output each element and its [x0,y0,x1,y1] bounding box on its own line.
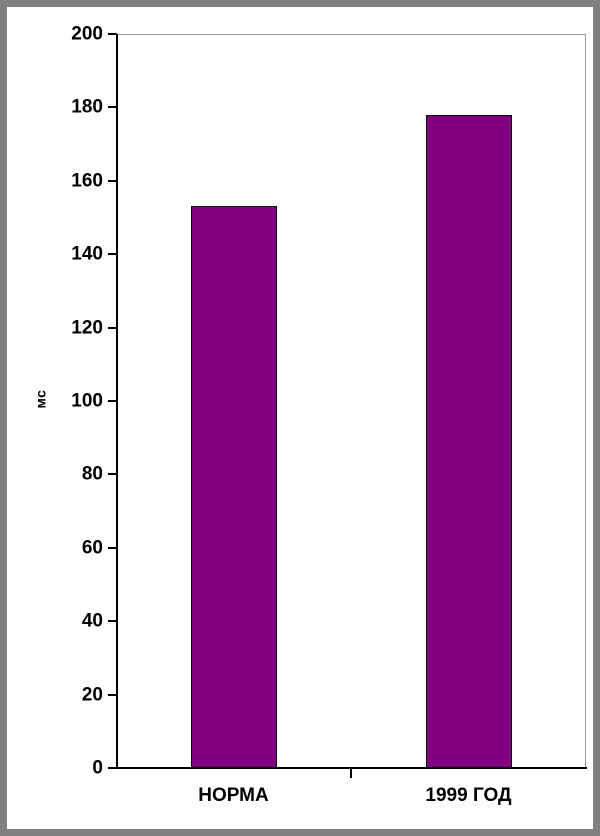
y-axis-tick [108,620,117,623]
y-axis-tick-label: 0 [92,757,103,779]
y-axis-tick [108,33,117,35]
plot-area [116,34,586,768]
y-axis-tick [108,106,117,109]
y-axis-tick-label: 80 [81,463,103,485]
y-axis-tick-label: 20 [81,684,103,706]
y-axis-tick-label: 200 [71,23,103,45]
y-axis-tick-label: 140 [71,243,103,265]
y-axis-tick-label: 180 [71,96,103,118]
x-axis-category-separator-tick [350,768,352,778]
y-axis-tick [108,179,117,182]
y-axis-title: мс [29,359,51,439]
bar [425,114,512,768]
y-axis-tick-label: 120 [71,317,103,339]
x-axis-category-label: 1999 ГОД [425,785,512,806]
y-axis-tick [108,473,117,476]
x-axis-category-label: НОРМА [198,785,269,806]
chart-canvas: 0 20 40 60 80 100 120 140 160 180 200 НОРМА 1999 ГО… [7,7,593,829]
y-axis-title-label: мс [32,389,48,409]
y-axis-tick [108,693,117,696]
y-axis-tick [108,546,117,549]
y-axis-tick-label: 60 [81,537,103,559]
y-axis-tick [108,400,117,402]
y-axis-tick [108,326,117,329]
bar [190,206,277,768]
y-axis-tick [108,767,117,769]
y-axis-line [116,34,118,769]
y-axis-tick-label: 160 [71,170,103,192]
y-axis-tick-label: 100 [71,390,103,412]
y-axis-tick-label: 40 [81,610,103,632]
y-axis-tick [108,253,117,256]
